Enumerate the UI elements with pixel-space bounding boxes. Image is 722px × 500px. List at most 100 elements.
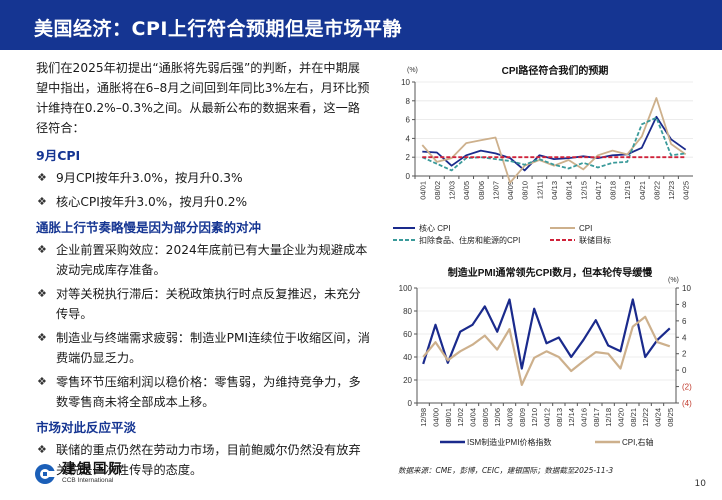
svg-text:60: 60 (403, 330, 412, 339)
y-axis-ticks: 0 2 4 6 8 10 (401, 78, 415, 181)
svg-text:12/22: 12/22 (641, 408, 650, 427)
series-line (421, 116, 686, 172)
chart-series (422, 298, 671, 387)
legend-core-cpi: 核心 CPI (419, 223, 451, 233)
svg-text:08/17: 08/17 (592, 408, 601, 427)
bullet-item: ❖ 企业前置采购效应：2024年底前已有大量企业为规避成本波动完成库存准备。 (36, 240, 372, 280)
chart-legend: 核心 CPI CPI 扣除食品、住房和能源的CPI 联储目标 (393, 223, 611, 245)
svg-text:08/05: 08/05 (481, 408, 490, 427)
svg-text:2: 2 (682, 350, 687, 359)
svg-text:08/18: 08/18 (609, 181, 618, 200)
svg-text:(2): (2) (682, 383, 692, 392)
svg-text:40: 40 (403, 353, 412, 362)
series-line (422, 315, 671, 387)
svg-text:08/21: 08/21 (629, 408, 638, 427)
svg-text:12/98: 12/98 (419, 408, 428, 427)
diamond-bullet-icon: ❖ (37, 171, 47, 184)
section-heading-sept-cpi: 9月CPI (36, 148, 81, 163)
svg-text:04/17: 04/17 (594, 181, 603, 200)
diamond-bullet-icon: ❖ (37, 287, 47, 300)
svg-text:04/24: 04/24 (654, 408, 663, 427)
chart-legend: ISM制造业PMI价格指数 CPI,右轴 (440, 437, 654, 447)
series-line (422, 115, 687, 172)
svg-text:04/04: 04/04 (469, 408, 478, 427)
svg-text:(4): (4) (682, 399, 692, 408)
svg-text:04/12: 04/12 (543, 408, 552, 427)
svg-text:04/20: 04/20 (617, 408, 626, 427)
logo-chinese-name: 建银国际 (62, 461, 124, 477)
svg-text:04/21: 04/21 (638, 181, 647, 200)
y-axis-unit: (%) (407, 67, 418, 74)
x-axis-ticks: 04/01 08/02 12/03 04/05 08/06 12/07 04/09 08/10… (414, 176, 691, 200)
chart-title: CPI路径符合我们的预期 (502, 64, 609, 77)
page-title: 美国经济：CPI上行符合预期但是市场平静 (34, 18, 402, 40)
svg-text:04/25: 04/25 (682, 181, 691, 200)
svg-text:8: 8 (406, 97, 411, 106)
svg-text:20: 20 (403, 376, 412, 385)
svg-text:12/18: 12/18 (604, 408, 613, 427)
svg-text:04/01: 04/01 (418, 181, 427, 200)
data-source-note: 数据来源：CME，彭博，CEIC，建银国际；数据截至2025-11-3 (398, 466, 614, 475)
svg-text:04/08: 04/08 (506, 408, 515, 427)
svg-text:08/09: 08/09 (518, 408, 527, 427)
svg-text:12/03: 12/03 (448, 181, 457, 200)
logo-english-name: CCB International (62, 477, 114, 484)
chart-title: 制造业PMI通常领先CPI数月，但本轮传导缓慢 (448, 266, 653, 279)
commentary-panel: 我们在2025年初提出“通胀将先弱后强”的判断，并在中期展望中指出，通胀将在6–… (36, 58, 372, 484)
svg-text:08/10: 08/10 (521, 181, 530, 200)
grid-lines (417, 287, 676, 381)
y2-axis-ticks: (4) (2) 0 2 4 6 8 10 (676, 284, 692, 408)
svg-text:04/13: 04/13 (550, 181, 559, 200)
svg-text:12/10: 12/10 (530, 408, 539, 427)
series-line (421, 97, 687, 184)
cpi-path-chart: CPI路径符合我们的预期 (%) 0 2 4 6 8 10 04/01 08/02 12/03… (393, 64, 693, 245)
svg-text:04/16: 04/16 (580, 408, 589, 427)
svg-text:4: 4 (682, 333, 687, 342)
legend-cpi: CPI (579, 224, 592, 233)
legend-fed-target: 联储目标 (579, 235, 611, 245)
intro-paragraph: 我们在2025年初提出“通胀将先弱后强”的判断，并在中期展望中指出，通胀将在6–… (36, 61, 370, 135)
svg-text:6: 6 (406, 116, 411, 125)
ccb-logo-icon (35, 463, 56, 484)
section-heading-offsets: 通胀上行节奏略慢是因为部分因素的对冲 (36, 220, 262, 235)
series-line (422, 298, 671, 370)
page-title-bar: 美国经济：CPI上行符合预期但是市场平静 (0, 0, 722, 50)
diamond-bullet-icon: ❖ (37, 375, 47, 388)
svg-text:12/07: 12/07 (491, 181, 500, 200)
svg-text:12/23: 12/23 (667, 181, 676, 200)
svg-text:0: 0 (682, 366, 687, 375)
svg-text:08/02: 08/02 (433, 181, 442, 200)
x-axis-ticks: 12/98 04/00 08/01 12/02 04/04 08/05 12/06 04/08… (416, 403, 675, 427)
svg-text:04/05: 04/05 (462, 181, 471, 200)
y-axis-ticks: 0 20 40 60 80 100 (399, 284, 417, 408)
svg-text:4: 4 (406, 134, 411, 143)
svg-text:10: 10 (682, 284, 691, 293)
svg-text:04/09: 04/09 (506, 181, 515, 200)
svg-text:10: 10 (401, 78, 410, 87)
svg-text:100: 100 (399, 284, 413, 293)
pmi-vs-cpi-chart: 制造业PMI通常领先CPI数月，但本轮传导缓慢 (%) 020406080100… (399, 266, 692, 447)
bullet-item: ❖ 对等关税执行滞后：关税政策执行时点反复推迟，未充分传导。 (36, 284, 372, 324)
svg-text:12/15: 12/15 (579, 181, 588, 200)
diamond-bullet-icon: ❖ (37, 443, 47, 456)
svg-text:6: 6 (682, 317, 687, 326)
svg-text:04/00: 04/00 (432, 408, 441, 427)
legend-cpi-right-axis: CPI,右轴 (622, 437, 654, 447)
bullet-list-offsets: ❖ 企业前置采购效应：2024年底前已有大量企业为规避成本波动完成库存准备。 ❖ 对… (36, 240, 372, 412)
svg-text:08/01: 08/01 (444, 408, 453, 427)
svg-text:12/11: 12/11 (535, 181, 544, 199)
svg-text:8: 8 (682, 300, 687, 309)
diamond-bullet-icon: ❖ (37, 243, 47, 256)
bullet-item: ❖ 制造业与终端需求疲弱：制造业PMI连续位于收缩区间，消费端仍显乏力。 (36, 328, 372, 368)
svg-text:12/06: 12/06 (493, 408, 502, 427)
svg-text:08/22: 08/22 (652, 181, 661, 200)
grid-lines (415, 81, 693, 158)
diamond-bullet-icon: ❖ (37, 195, 47, 208)
legend-supercore-cpi: 扣除食品、住房和能源的CPI (419, 235, 520, 245)
svg-text:2: 2 (406, 153, 411, 162)
bullet-item: ❖ 零售环节压缩利润以稳价格：零售弱，为维持竞争力，多数零售商未将全部成本上移。 (36, 372, 372, 412)
bullet-item: ❖ 核心CPI按年升3.0%，按月升0.2% (36, 192, 372, 212)
bullet-item: ❖ 联储的重点仍然在劳动力市场，目前鲍威尔仍然没有放弃关税是一次性传导的态度。 (36, 440, 372, 480)
page-number: 10 (694, 479, 706, 489)
chart-series (421, 97, 687, 184)
